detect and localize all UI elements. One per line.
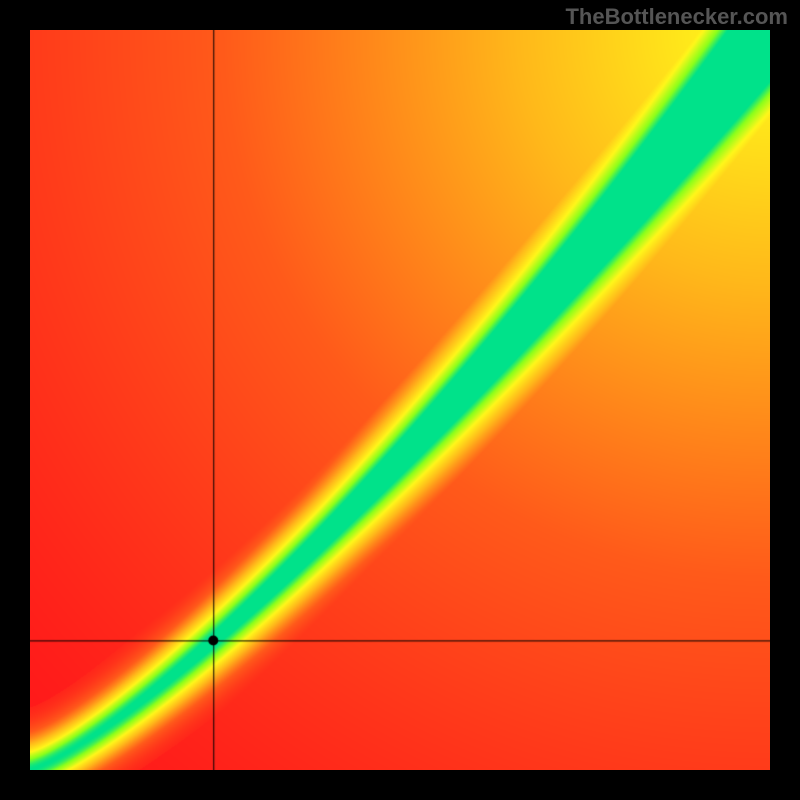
heatmap-canvas xyxy=(30,30,770,770)
plot-frame xyxy=(30,30,770,770)
chart-container: TheBottlenecker.com xyxy=(0,0,800,800)
watermark-text: TheBottlenecker.com xyxy=(565,4,788,30)
